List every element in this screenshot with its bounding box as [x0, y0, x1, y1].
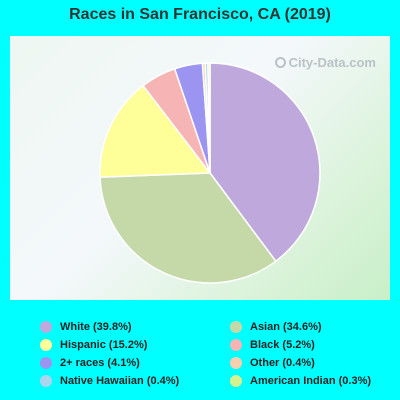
legend-label: Hispanic (15.2%) — [60, 338, 148, 351]
legend-item-native-hawaiian: Native Hawaiian (0.4%) — [40, 372, 230, 389]
pie-chart — [99, 62, 321, 284]
legend-label: Native Hawaiian (0.4%) — [60, 374, 180, 387]
legend-item-2-races: 2+ races (4.1%) — [40, 354, 230, 371]
watermark-text: City-Data.com — [288, 55, 376, 70]
legend-swatch — [40, 338, 52, 351]
pie-slice-american-indian — [207, 62, 211, 174]
legend-swatch — [230, 338, 242, 351]
pie-slice-asian — [99, 172, 277, 284]
legend-item-american-indian: American Indian (0.3%) — [230, 372, 390, 389]
legend-item-black: Black (5.2%) — [230, 336, 390, 353]
legend-label: American Indian (0.3%) — [250, 374, 372, 387]
legend-swatch — [40, 356, 52, 369]
legend-swatch — [40, 320, 52, 333]
watermark: City-Data.com — [274, 55, 376, 70]
pie-slice-white — [209, 62, 321, 263]
legend-label: Asian (34.6%) — [250, 320, 322, 333]
plot-area: City-Data.com — [10, 36, 390, 300]
legend-label: Black (5.2%) — [250, 338, 315, 351]
legend-label: Other (0.4%) — [250, 356, 315, 369]
legend-item-asian: Asian (34.6%) — [230, 318, 390, 335]
chart-title: Races in San Francisco, CA (2019) — [69, 6, 331, 23]
magnifier-icon — [274, 57, 286, 68]
legend-item-hispanic: Hispanic (15.2%) — [40, 336, 230, 353]
legend: White (39.8%) Asian (34.6%) Hispanic (15.2… — [40, 318, 390, 389]
legend-swatch — [230, 356, 242, 369]
legend-item-other: Other (0.4%) — [230, 354, 390, 371]
legend-label: 2+ races (4.1%) — [60, 356, 140, 369]
legend-swatch — [230, 374, 242, 387]
legend-label: White (39.8%) — [60, 320, 132, 333]
legend-item-white: White (39.8%) — [40, 318, 230, 335]
pie-slice-hispanic — [99, 84, 212, 178]
legend-swatch — [230, 320, 242, 333]
legend-swatch — [40, 374, 52, 387]
